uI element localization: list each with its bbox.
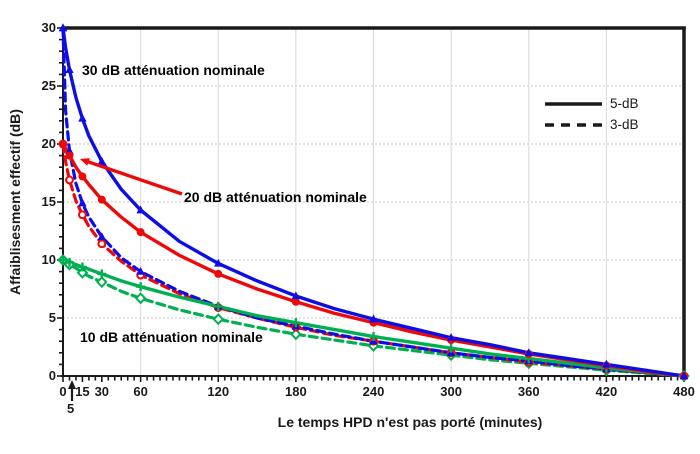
red-callout-arrow [85, 159, 183, 196]
y-tick-label: 15 [41, 194, 56, 209]
x-tick-label: 300 [440, 384, 462, 399]
red-callout-arrow-head [80, 158, 90, 166]
marker-triangle [65, 65, 74, 73]
x-tick-label: 240 [362, 384, 385, 399]
marker-circle [65, 151, 74, 160]
marker-diamond [290, 328, 302, 341]
x-tick-label: 120 [207, 384, 230, 399]
y-tick-label: 20 [41, 136, 56, 151]
x-tick-label: 180 [285, 384, 307, 399]
marker-circle-open [65, 175, 74, 185]
marker-triangle [97, 232, 107, 240]
marker-circle-open [97, 239, 107, 249]
series-line [61, 26, 686, 378]
marker-triangle [78, 198, 87, 207]
marker-triangle [446, 333, 456, 341]
marker-diamond [134, 292, 147, 305]
marker-triangle [602, 359, 611, 368]
marker-circle [291, 297, 300, 306]
x-tick-label: 60 [133, 384, 148, 399]
marker-diamond [212, 313, 225, 326]
y-tick-label: 30 [41, 20, 56, 35]
y-tick-label: 0 [48, 368, 56, 383]
x-axis-title: Le temps HPD n'est pas porté (minutes) [277, 414, 543, 430]
marker-triangle [97, 156, 107, 165]
marker-circle [78, 172, 87, 181]
legend-label-3db: 3-dB [610, 117, 639, 132]
marker-triangle [679, 371, 689, 380]
marker-circle [136, 228, 145, 237]
annotation-30db-label: 30 dB atténuation nominale [82, 62, 265, 78]
x-tick-label: 420 [595, 384, 618, 399]
marker-triangle [369, 314, 378, 323]
marker-circle [59, 140, 67, 148]
x-tick-label: 360 [517, 384, 540, 399]
marker-circle-open [78, 210, 87, 220]
series-line [61, 26, 686, 378]
x-tick-label: 15 [75, 384, 90, 399]
marker-triangle [136, 267, 145, 275]
x-tick-label: 0 [59, 384, 67, 399]
y-tick-label: 5 [48, 310, 56, 325]
marker-circle [214, 269, 223, 278]
marker-diamond [76, 266, 89, 279]
annotation-20db-label: 20 dB atténuation nominale [184, 189, 367, 205]
five-minute-arrow-head [68, 380, 76, 389]
x-tick-label: 480 [673, 384, 695, 399]
marker-diamond [96, 275, 108, 289]
marker-circle [97, 195, 106, 204]
marker-triangle [58, 23, 68, 32]
marker-triangle [214, 258, 223, 267]
y-tick-label: 10 [41, 252, 56, 267]
marker-triangle [291, 291, 301, 300]
five-minute-marker-label: 5 [67, 401, 75, 416]
legend-label-5db: 5-dB [610, 96, 639, 111]
marker-triangle [524, 348, 533, 356]
x-tick-label: 30 [94, 384, 110, 399]
annotation-10db-label: 10 dB atténuation nominale [80, 329, 263, 345]
marker-triangle [78, 113, 87, 122]
marker-triangle [136, 205, 145, 214]
y-tick-label: 25 [41, 78, 56, 93]
